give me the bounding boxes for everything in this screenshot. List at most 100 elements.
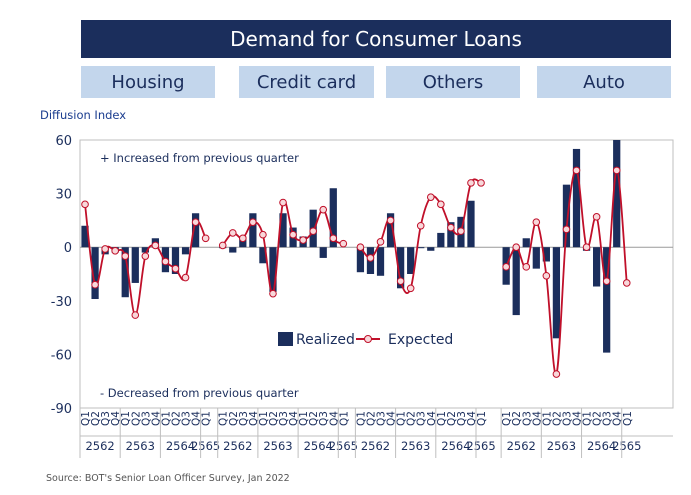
x-tick-label: Q3 — [100, 411, 112, 426]
annotation-increase: + Increased from previous quarter — [100, 151, 299, 165]
year-label: 2562 — [361, 439, 390, 453]
point-expected — [259, 230, 267, 239]
bar-realized — [141, 247, 149, 253]
y-tick-label: -30 — [51, 295, 72, 310]
x-tick-label: Q4 — [110, 411, 122, 426]
x-tick-label: Q1 — [396, 411, 408, 426]
legend-realized-label: Realized — [296, 332, 355, 348]
point-expected — [612, 166, 621, 175]
chart-title: Demand for Consumer Loans — [81, 20, 671, 58]
x-tick-label: Q3 — [238, 411, 250, 426]
x-tick-label: Q3 — [318, 411, 330, 426]
x-tick-label: Q4 — [328, 411, 340, 426]
bar-realized — [171, 247, 180, 274]
legend-expected-label: Expected — [388, 332, 453, 348]
bar-realized — [437, 232, 445, 248]
point-expected — [386, 216, 395, 225]
point-expected — [228, 229, 237, 237]
point-expected — [141, 252, 150, 260]
point-expected — [101, 245, 109, 253]
point-expected — [218, 241, 227, 250]
point-expected — [582, 243, 591, 251]
point-expected — [457, 227, 465, 235]
x-tick-label: Q3 — [602, 411, 614, 426]
bar-realized — [81, 225, 89, 248]
plot-border — [79, 139, 674, 409]
year-label: 2564 — [166, 439, 195, 453]
x-tick-label: Q2 — [446, 411, 458, 426]
point-expected — [447, 223, 455, 232]
point-expected — [201, 234, 210, 243]
x-tick-label: Q4 — [288, 411, 300, 426]
y-tick-label: -60 — [51, 348, 72, 363]
bar-realized — [386, 213, 395, 248]
x-tick-label: Q4 — [466, 411, 478, 426]
y-tick-label: -90 — [51, 402, 72, 417]
bar-realized — [407, 247, 415, 274]
x-tick-label: Q3 — [561, 411, 573, 426]
year-label: 2564 — [304, 439, 333, 453]
point-expected — [622, 279, 631, 287]
point-expected — [437, 200, 445, 209]
year-label: 2563 — [126, 439, 155, 453]
bar-realized — [131, 247, 139, 283]
x-tick-label: Q1 — [541, 411, 553, 426]
x-tick-label: Q2 — [308, 411, 320, 426]
bar-realized — [269, 247, 277, 292]
x-tick-label: Q1 — [355, 411, 367, 426]
x-tick-label: Q2 — [511, 411, 523, 426]
x-tick-label: Q2 — [592, 411, 604, 426]
x-tick-label: Q1 — [501, 411, 513, 426]
bar-realized — [397, 247, 405, 289]
bar-realized — [562, 184, 571, 248]
y-axis-label: Diffusion Index — [40, 108, 127, 122]
x-tick-label: Q1 — [258, 411, 270, 426]
point-expected — [279, 198, 287, 207]
bar-realized — [249, 213, 257, 248]
x-tick-label: Q1 — [338, 411, 350, 426]
bar-realized — [417, 247, 425, 249]
point-expected — [592, 213, 601, 221]
x-tick-label: Q4 — [150, 411, 162, 426]
bar-realized — [319, 247, 327, 258]
x-tick-label: Q2 — [170, 411, 182, 426]
panel-label-others: Others — [386, 66, 520, 98]
x-tick-label: Q4 — [531, 411, 543, 426]
bar-realized — [376, 247, 385, 276]
point-expected — [339, 239, 348, 248]
bar-realized — [542, 247, 550, 262]
x-tick-label: Q3 — [140, 411, 152, 426]
point-expected — [191, 218, 200, 226]
point-expected — [572, 166, 581, 175]
year-label: 2565 — [612, 439, 641, 453]
point-expected — [502, 263, 510, 271]
point-expected — [289, 230, 297, 239]
year-label: 2563 — [547, 439, 576, 453]
point-expected — [161, 257, 170, 266]
legend-expected-marker — [364, 335, 372, 343]
bar-realized — [191, 213, 200, 248]
bar-realized — [91, 247, 99, 300]
point-expected — [151, 241, 160, 250]
x-tick-label: Q3 — [456, 411, 468, 426]
bar-realized — [613, 140, 621, 248]
bar-realized — [512, 247, 520, 316]
x-tick-label: Q3 — [278, 411, 290, 426]
point-expected — [111, 246, 119, 255]
point-expected — [366, 254, 375, 262]
point-expected — [562, 225, 571, 234]
x-tick-label: Q1 — [476, 411, 488, 426]
point-expected — [376, 238, 385, 246]
x-tick-label: Q2 — [406, 411, 418, 426]
bar-realized — [447, 222, 455, 248]
bar-realized — [259, 247, 267, 264]
point-expected — [131, 311, 140, 319]
year-label: 2562 — [507, 439, 536, 453]
point-expected — [552, 370, 561, 378]
panel-label-credit-card: Credit card — [239, 66, 374, 98]
point-expected — [406, 284, 415, 293]
x-tick-label: Q1 — [120, 411, 132, 426]
bar-realized — [592, 247, 601, 287]
x-tick-label: Q2 — [130, 411, 142, 426]
annotation-decrease: - Decreased from previous quarter — [100, 386, 299, 400]
